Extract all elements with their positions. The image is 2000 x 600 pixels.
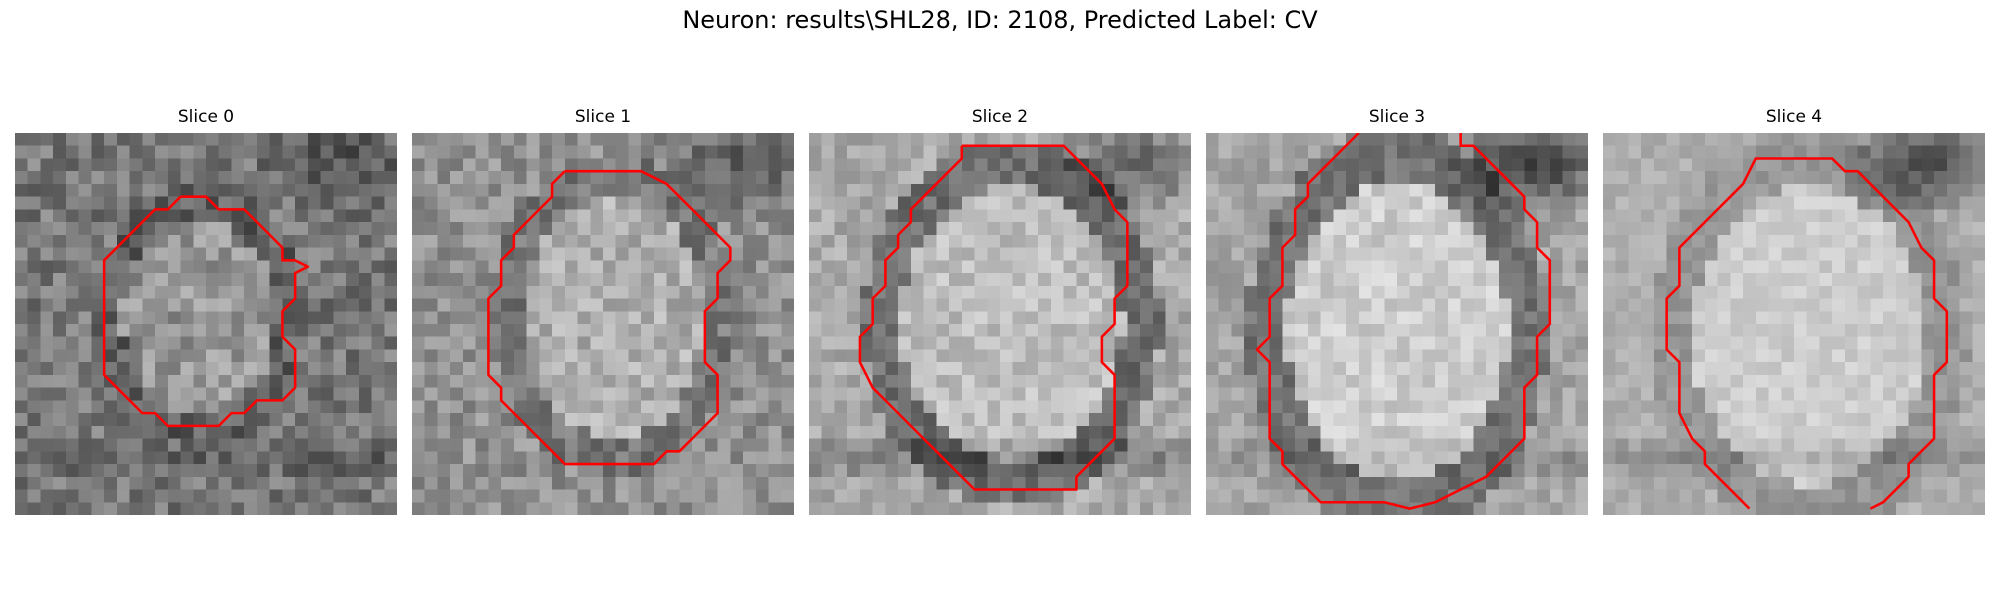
slice-pixels bbox=[15, 133, 397, 515]
slice-title: Slice 3 bbox=[1368, 107, 1426, 127]
neuron-contour bbox=[487, 169, 732, 466]
figure-title: Neuron: results\SHL28, ID: 2108, Predict… bbox=[682, 6, 1318, 34]
neuron-contour bbox=[1255, 133, 1552, 510]
slice-image bbox=[809, 133, 1191, 515]
slice-pixels bbox=[1206, 133, 1588, 515]
slice-pixels bbox=[1603, 133, 1985, 515]
neuron-contour bbox=[858, 144, 1129, 491]
slice-image bbox=[15, 133, 397, 515]
slice-pixels bbox=[412, 133, 794, 515]
slice-image bbox=[1206, 133, 1588, 515]
slice-title: Slice 4 bbox=[1765, 107, 1823, 127]
slice-title: Slice 0 bbox=[177, 107, 235, 127]
neuron-contour bbox=[102, 195, 310, 428]
slice-pixels bbox=[809, 133, 1191, 515]
slice-image bbox=[412, 133, 794, 515]
slice-title: Slice 2 bbox=[971, 107, 1029, 127]
slice-title: Slice 1 bbox=[574, 107, 632, 127]
neuron-contour bbox=[1665, 157, 1949, 510]
slice-image bbox=[1603, 133, 1985, 515]
